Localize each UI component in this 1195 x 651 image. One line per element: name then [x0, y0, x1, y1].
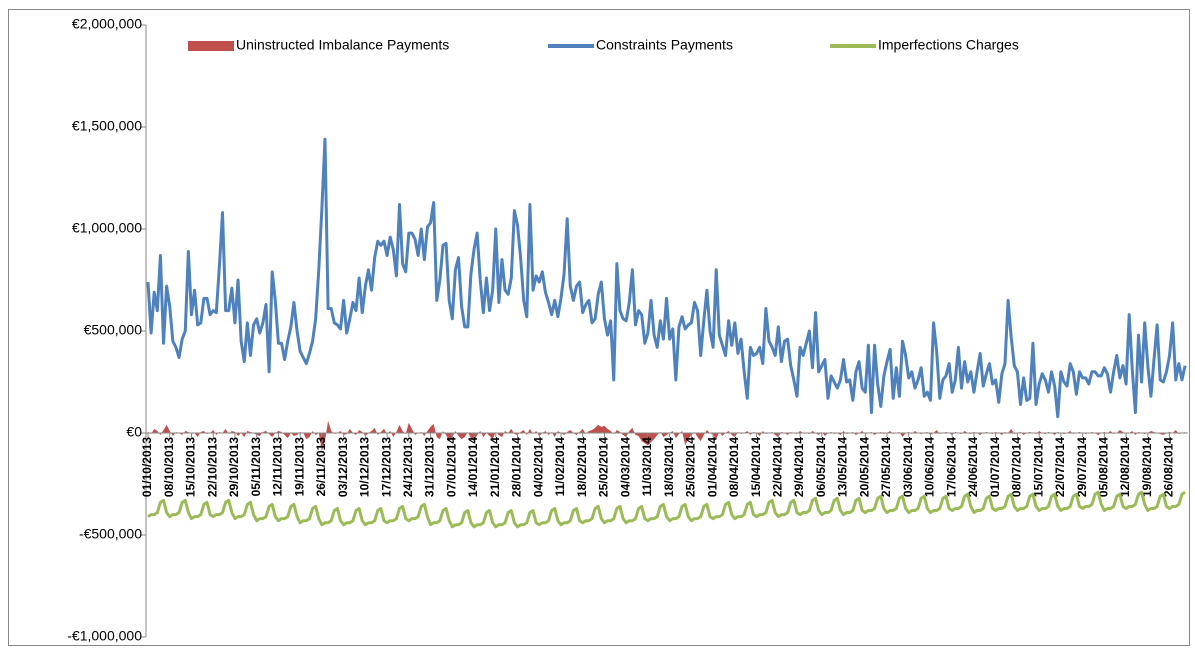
- x-tick-label: 08/04/2014: [727, 437, 741, 497]
- y-tick-label: -€500,000: [79, 526, 142, 542]
- y-tick-label: €1,500,000: [72, 118, 142, 134]
- x-tick-label: 29/07/2014: [1075, 437, 1089, 497]
- y-tick-label: €1,000,000: [72, 220, 142, 236]
- x-tick-label: 29/04/2014: [792, 437, 806, 497]
- x-tick-label: 18/03/2014: [662, 437, 676, 497]
- x-tick-label: 14/01/2014: [466, 437, 480, 497]
- x-tick-label: 24/06/2014: [966, 437, 980, 497]
- x-tick-label: 15/07/2014: [1031, 437, 1045, 497]
- x-tick-label: 22/04/2014: [770, 437, 784, 497]
- x-tick-label: 26/08/2014: [1162, 437, 1176, 497]
- line: [147, 490, 1186, 529]
- y-tick-label: €2,000,000: [72, 16, 142, 32]
- y-tick-label: -€1,000,000: [67, 628, 142, 644]
- x-tick-label: 05/11/2013: [249, 437, 263, 497]
- x-tick-label: 18/02/2014: [575, 437, 589, 497]
- x-tick-label: 22/07/2014: [1053, 437, 1067, 497]
- x-tick-label: 29/10/2013: [227, 437, 241, 497]
- x-tick-label: 01/07/2014: [988, 437, 1002, 497]
- legend-label: Imperfections Charges: [878, 37, 1019, 53]
- x-tick-label: 17/12/2013: [379, 437, 393, 497]
- x-tick-label: 13/05/2014: [836, 437, 850, 497]
- x-tick-label: 25/03/2014: [684, 437, 698, 497]
- x-tick-label: 20/05/2014: [857, 437, 871, 497]
- x-tick-label: 01/10/2013: [140, 437, 154, 497]
- y-tick-label: €500,000: [84, 322, 143, 338]
- x-tick-label: 19/11/2013: [292, 437, 306, 497]
- x-tick-label: 08/07/2014: [1010, 437, 1024, 497]
- x-tick-label: 04/03/2014: [618, 437, 632, 497]
- x-tick-label: 25/02/2014: [597, 437, 611, 497]
- x-tick-label: 11/02/2014: [553, 437, 567, 497]
- x-tick-label: 15/04/2014: [749, 437, 763, 497]
- legend-label: Constraints Payments: [596, 37, 733, 53]
- legend-label: Uninstructed Imbalance Payments: [236, 37, 449, 53]
- legend-swatch: [188, 41, 234, 51]
- x-tick-label: 10/12/2013: [358, 437, 372, 497]
- x-tick-label: 28/01/2014: [510, 437, 524, 497]
- chart-border: [8, 9, 1190, 646]
- x-tick-label: 06/05/2014: [814, 437, 828, 497]
- x-tick-label: 10/06/2014: [923, 437, 937, 497]
- x-tick-label: 07/01/2014: [444, 437, 458, 497]
- x-tick-label: 24/12/2013: [401, 437, 415, 497]
- x-tick-label: 03/06/2014: [901, 437, 915, 497]
- x-tick-label: 05/08/2014: [1097, 437, 1111, 497]
- x-tick-label: 22/10/2013: [205, 437, 219, 497]
- x-tick-label: 26/11/2013: [314, 437, 328, 497]
- x-tick-label: 03/12/2013: [336, 437, 350, 497]
- x-tick-label: 19/08/2014: [1140, 437, 1154, 497]
- x-tick-label: 17/06/2014: [944, 437, 958, 497]
- x-tick-label: 04/02/2014: [531, 437, 545, 497]
- x-tick-label: 11/03/2014: [640, 437, 654, 497]
- x-tick-label: 12/08/2014: [1118, 437, 1132, 497]
- x-tick-label: 08/10/2013: [162, 437, 176, 497]
- x-tick-label: 15/10/2013: [184, 437, 198, 497]
- x-tick-label: 31/12/2013: [423, 437, 437, 497]
- x-tick-label: 21/01/2014: [488, 437, 502, 497]
- x-tick-label: 01/04/2014: [705, 437, 719, 497]
- y-tick-label: €0: [126, 424, 142, 440]
- line: [146, 137, 1187, 419]
- x-tick-label: 12/11/2013: [271, 437, 285, 497]
- x-tick-label: 27/05/2014: [879, 437, 893, 497]
